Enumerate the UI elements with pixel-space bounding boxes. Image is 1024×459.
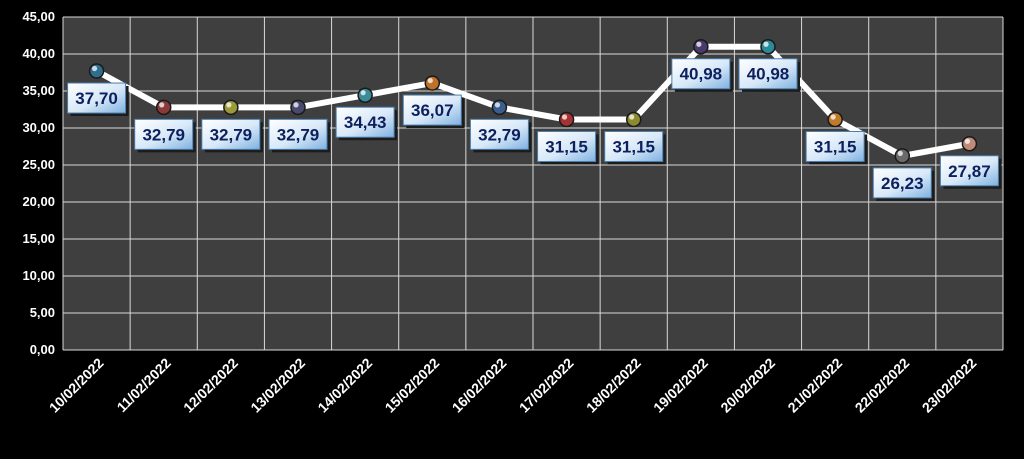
y-tick-label: 20,00 <box>22 194 55 209</box>
data-label-box <box>134 118 194 150</box>
x-tick-label: 18/02/2022 <box>583 355 644 416</box>
x-tick-label: 12/02/2022 <box>180 355 241 416</box>
data-label: 26,23 <box>881 174 924 193</box>
x-tick-label: 16/02/2022 <box>449 355 510 416</box>
y-tick-label: 30,00 <box>22 120 55 135</box>
data-label: 31,15 <box>612 137 655 156</box>
x-tick-label: 10/02/2022 <box>46 355 107 416</box>
data-point-highlight <box>91 65 98 72</box>
x-tick-label: 15/02/2022 <box>382 355 443 416</box>
x-tick-label: 19/02/2022 <box>650 355 711 416</box>
x-axis: 10/02/2022 11/02/2022 12/02/2022 13/02/2022… <box>46 355 980 416</box>
x-tick-label: 20/02/2022 <box>717 355 778 416</box>
data-label: 40,98 <box>747 65 790 84</box>
x-tick-label: 13/02/2022 <box>247 355 308 416</box>
data-label-box <box>537 130 597 162</box>
data-label-box <box>939 155 999 187</box>
data-label-box <box>671 58 731 90</box>
data-label: 32,79 <box>210 125 253 144</box>
data-label: 31,15 <box>814 137 857 156</box>
data-label-box <box>335 106 395 138</box>
y-tick-label: 25,00 <box>22 157 55 172</box>
y-tick-label: 5,00 <box>30 305 55 320</box>
data-point-highlight <box>494 102 501 108</box>
y-tick-label: 0,00 <box>30 342 55 357</box>
data-label: 32,79 <box>142 125 185 144</box>
x-tick-label: 21/02/2022 <box>784 355 845 416</box>
data-label-box <box>402 94 462 126</box>
data-label: 37,70 <box>75 89 118 108</box>
data-point-highlight <box>561 114 568 120</box>
data-point-marker <box>223 99 239 116</box>
data-point-marker <box>290 99 306 116</box>
data-label-box <box>469 118 529 150</box>
data-point-marker <box>357 87 373 103</box>
y-tick-label: 10,00 <box>22 268 55 283</box>
data-point-highlight <box>696 41 702 47</box>
data-label-box <box>805 130 865 162</box>
data-label: 31,15 <box>545 137 588 156</box>
x-tick-label: 11/02/2022 <box>114 355 174 415</box>
gridlines <box>62 16 1004 351</box>
data-label-box <box>604 130 664 162</box>
y-tick-label: 35,00 <box>22 83 55 98</box>
series-polyline <box>93 43 973 159</box>
x-tick-label: 22/02/2022 <box>852 355 913 416</box>
series-line <box>93 43 973 159</box>
data-point-highlight <box>830 114 836 120</box>
data-label-box <box>872 167 932 199</box>
data-label: 40,98 <box>680 65 723 84</box>
x-tick-label: 17/02/2022 <box>516 355 577 416</box>
data-label-box <box>268 118 328 150</box>
data-point-highlight <box>897 150 903 156</box>
data-point-marker <box>88 63 105 79</box>
data-point-marker <box>558 111 575 128</box>
data-point-highlight <box>293 102 299 108</box>
data-label: 27,87 <box>948 162 991 181</box>
data-label: 36,07 <box>411 101 454 120</box>
data-label-box <box>201 118 261 150</box>
data-label-box <box>738 58 798 90</box>
data-label: 32,79 <box>277 125 320 144</box>
data-point-highlight <box>159 102 165 108</box>
data-point-highlight <box>360 90 366 96</box>
data-point-marker <box>491 99 508 116</box>
data-label: 32,79 <box>478 125 521 144</box>
data-point-marker <box>827 111 843 128</box>
data-point-marker <box>894 148 911 164</box>
data-point-marker <box>760 38 776 55</box>
y-tick-label: 15,00 <box>22 231 55 246</box>
data-point-marker <box>625 111 642 128</box>
data-labels: 37,70 32,79 32,79 32,79 34,43 36,07 32,79 31,15… <box>67 58 1002 201</box>
y-axis: 0,00 5,00 10,00 15,00 20,00 25,00 30,00 35,00 40… <box>22 9 55 357</box>
data-point-marker <box>424 75 441 91</box>
data-label: 34,43 <box>344 113 387 132</box>
data-point-highlight <box>226 102 232 108</box>
data-point-highlight <box>964 138 971 144</box>
data-point-highlight <box>763 41 769 47</box>
data-point-highlight <box>629 114 635 120</box>
data-point-marker <box>961 136 978 152</box>
data-label-box <box>67 82 127 114</box>
data-point-highlight <box>427 77 433 84</box>
data-point-marker <box>155 99 172 116</box>
series-markers <box>88 38 978 164</box>
x-tick-label: 14/02/2022 <box>314 355 375 416</box>
data-point-marker <box>693 38 709 55</box>
x-tick-label: 23/02/2022 <box>919 355 980 416</box>
y-tick-label: 40,00 <box>22 46 55 61</box>
y-tick-label: 45,00 <box>22 9 55 24</box>
